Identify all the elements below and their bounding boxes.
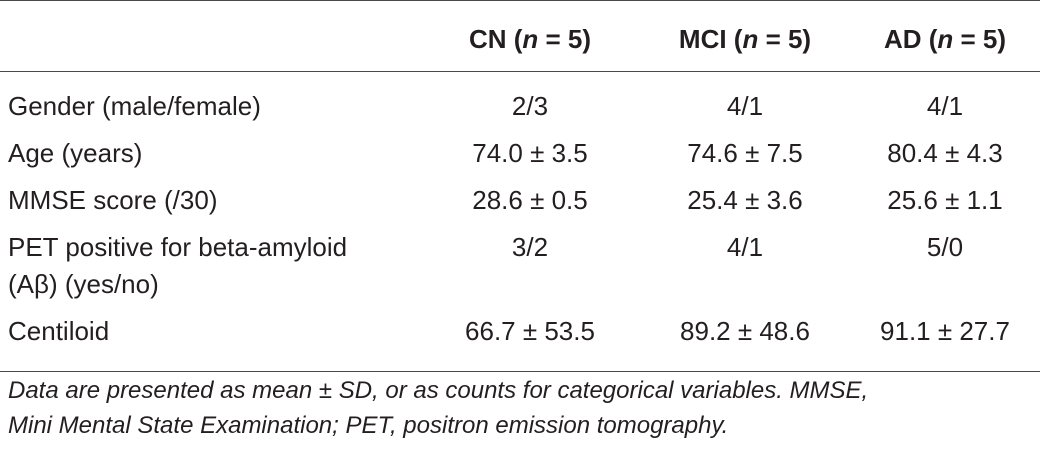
- cell-mci: 89.2 ± 48.6: [640, 313, 850, 372]
- row-label-text: Age (years): [8, 138, 143, 168]
- table-row: PET positive for beta-amyloid (Aβ) (yes/…: [0, 229, 1040, 313]
- header-cn-pre: CN (: [468, 23, 523, 54]
- header-cn-post: = 5): [538, 23, 592, 54]
- cell-mci: 25.4 ± 3.6: [687, 185, 803, 215]
- footnote-line: Data are presented as mean ± SD, or as c…: [8, 377, 869, 404]
- cell-mci: 74.6 ± 7.5: [687, 138, 803, 168]
- header-mci-pre: MCI (: [678, 23, 743, 54]
- row-label: Gender (male/female): [0, 72, 420, 136]
- cell-cn: 74.0 ± 3.5: [472, 138, 588, 168]
- row-label-text: PET positive for beta-amyloid: [8, 232, 348, 262]
- cell-ad: 80.4 ± 4.3: [887, 138, 1003, 168]
- header-ad-post: = 5): [953, 23, 1007, 54]
- cell-cn: 28.6 ± 0.5: [472, 185, 588, 215]
- row-label-text: (Aβ) (yes/no): [8, 269, 159, 299]
- row-label-text: Gender (male/female): [8, 91, 261, 121]
- table-row: MMSE score (/30) 28.6 ± 0.5 25.4 ± 3.6 2…: [0, 182, 1040, 229]
- cell-ad: 91.1 ± 27.7: [850, 313, 1040, 372]
- header-mci-post: = 5): [758, 23, 812, 54]
- row-label: MMSE score (/30): [0, 182, 420, 229]
- cell-ad: 4/1: [926, 91, 964, 121]
- header-ad: AD (n = 5): [850, 1, 1040, 72]
- cell-mci: 4/1: [726, 232, 764, 262]
- table-body: Gender (male/female) 2/3 4/1 4/1 Age (ye…: [0, 72, 1040, 372]
- row-label-text: Centiloid: [8, 316, 110, 346]
- table-row: Centiloid 66.7 ± 53.5 89.2 ± 48.6 91.1 ±…: [0, 313, 1040, 372]
- header-mci-n: n: [742, 23, 759, 54]
- cell-cn: 66.7 ± 53.5: [420, 313, 640, 372]
- cell-cn: 2/3: [511, 91, 549, 121]
- header-mci: MCI (n = 5): [640, 1, 850, 72]
- cell-ad: 5/0: [926, 232, 964, 262]
- header-cn-n: n: [522, 23, 539, 54]
- header-ad-pre: AD (: [883, 23, 938, 54]
- cell-cn: 3/2: [511, 232, 549, 262]
- cell-mci: 4/1: [726, 91, 764, 121]
- row-label: Centiloid: [0, 313, 420, 372]
- footnote-line: Mini Mental State Examination; PET, posi…: [8, 412, 729, 439]
- demographics-table: CN (n = 5) MCI (n = 5) AD (n = 5) Gender…: [0, 0, 1040, 372]
- cell-ad: 25.6 ± 1.1: [887, 185, 1003, 215]
- header-empty: [0, 1, 420, 72]
- row-label: Age (years): [0, 135, 420, 182]
- row-label-text: MMSE score (/30): [8, 185, 218, 215]
- header-ad-n: n: [937, 23, 954, 54]
- table-row: Gender (male/female) 2/3 4/1 4/1: [0, 72, 1040, 136]
- row-label: PET positive for beta-amyloid (Aβ) (yes/…: [0, 229, 420, 313]
- top-rule: [0, 0, 1040, 1]
- table-header: CN (n = 5) MCI (n = 5) AD (n = 5): [0, 0, 1040, 72]
- header-cn: CN (n = 5): [420, 1, 640, 72]
- table-footnote: Data are presented as mean ± SD, or as c…: [8, 373, 1028, 443]
- table-row: Age (years) 74.0 ± 3.5 74.6 ± 7.5 80.4 ±…: [0, 135, 1040, 182]
